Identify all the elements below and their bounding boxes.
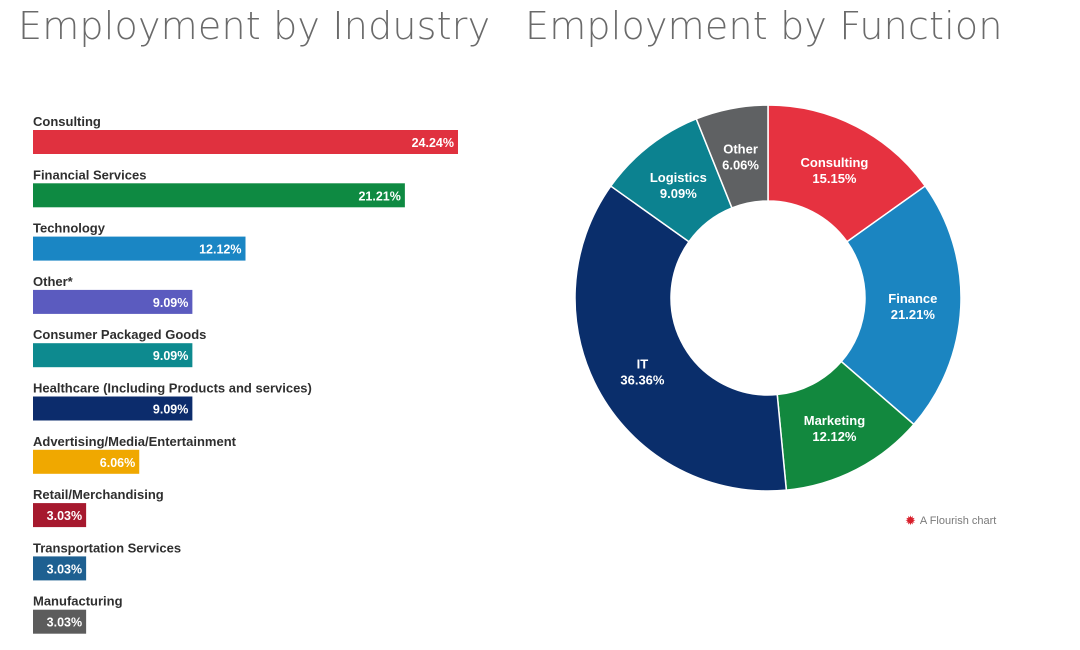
industry-category-label: Healthcare (Including Products and servi… bbox=[33, 381, 312, 396]
industry-value-label: 3.03% bbox=[47, 509, 82, 523]
function-chart-title: Employment by Function bbox=[525, 4, 1003, 48]
industry-value-label: 9.09% bbox=[153, 349, 188, 363]
industry-category-label: Manufacturing bbox=[33, 594, 123, 609]
function-category-label: Consulting bbox=[800, 155, 868, 170]
industry-bar[interactable] bbox=[33, 449, 140, 474]
function-category-label: Other bbox=[723, 142, 758, 157]
function-category-label: IT bbox=[637, 357, 649, 372]
flourish-logo-icon: ✹ bbox=[905, 513, 916, 528]
industry-bar-group[interactable]: Consumer Packaged Goods 9.09% bbox=[33, 327, 206, 368]
industry-bar-group[interactable]: Other* 9.09% bbox=[33, 274, 193, 314]
function-value-label: 15.15% bbox=[812, 171, 857, 186]
industry-bar-group[interactable]: Advertising/Media/Entertainment 6.06% bbox=[33, 434, 237, 474]
function-value-label: 9.09% bbox=[660, 186, 697, 201]
industry-bar[interactable] bbox=[33, 556, 87, 581]
function-donut-chart: Consulting15.15%Finance21.21%Marketing12… bbox=[574, 104, 962, 492]
industry-value-label: 3.03% bbox=[47, 562, 82, 576]
industry-category-label: Advertising/Media/Entertainment bbox=[33, 434, 237, 449]
industry-value-label: 21.21% bbox=[358, 189, 400, 203]
industry-bar[interactable] bbox=[33, 130, 458, 154]
industry-bar-group[interactable]: Manufacturing 3.03% bbox=[33, 594, 123, 634]
industry-category-label: Consulting bbox=[33, 114, 101, 129]
function-category-label: Marketing bbox=[804, 413, 865, 428]
industry-bar[interactable] bbox=[33, 609, 87, 634]
industry-bar[interactable] bbox=[33, 289, 193, 314]
industry-bar-group[interactable]: Healthcare (Including Products and servi… bbox=[33, 381, 312, 421]
industry-bar-group[interactable]: Transportation Services 3.03% bbox=[33, 540, 181, 581]
function-category-label: Finance bbox=[888, 291, 937, 306]
industry-bar-group[interactable]: Consulting 24.24% bbox=[33, 114, 458, 154]
function-category-label: Logistics bbox=[650, 170, 707, 185]
function-value-label: 6.06% bbox=[722, 158, 759, 173]
industry-value-label: 24.24% bbox=[412, 136, 454, 150]
industry-bar[interactable] bbox=[33, 236, 246, 261]
industry-chart-title: Employment by Industry bbox=[18, 4, 491, 48]
industry-category-label: Retail/Merchandising bbox=[33, 487, 164, 502]
industry-bar[interactable] bbox=[33, 396, 193, 421]
industry-value-label: 12.12% bbox=[199, 243, 241, 257]
industry-category-label: Financial Services bbox=[33, 167, 146, 182]
industry-value-label: 6.06% bbox=[100, 456, 135, 470]
industry-category-label: Transportation Services bbox=[33, 540, 181, 555]
industry-category-label: Technology bbox=[33, 221, 106, 236]
industry-value-label: 9.09% bbox=[153, 296, 188, 310]
function-value-label: 12.12% bbox=[812, 429, 857, 444]
industry-value-label: 3.03% bbox=[47, 616, 82, 630]
industry-category-label: Consumer Packaged Goods bbox=[33, 327, 206, 342]
industry-bar-chart: Consulting 24.24% Financial Services 21.21%… bbox=[33, 114, 458, 634]
industry-value-label: 9.09% bbox=[153, 403, 188, 417]
function-value-label: 36.36% bbox=[620, 373, 665, 388]
industry-bar[interactable] bbox=[33, 503, 87, 528]
industry-bar[interactable] bbox=[33, 343, 193, 368]
function-donut-slice[interactable] bbox=[695, 104, 769, 209]
industry-bar-group[interactable]: Technology 12.12% bbox=[33, 221, 246, 261]
industry-bar-group[interactable]: Financial Services 21.21% bbox=[33, 167, 405, 208]
industry-bar-group[interactable]: Retail/Merchandising 3.03% bbox=[33, 487, 164, 528]
flourish-credit[interactable]: ✹ A Flourish chart bbox=[905, 514, 996, 527]
function-donut-slice[interactable] bbox=[840, 185, 962, 426]
industry-bar[interactable] bbox=[33, 183, 405, 208]
flourish-credit-label: A Flourish chart bbox=[919, 514, 997, 527]
function-value-label: 21.21% bbox=[891, 307, 936, 322]
industry-category-label: Other* bbox=[33, 274, 74, 289]
function-donut-slice[interactable] bbox=[574, 185, 788, 492]
